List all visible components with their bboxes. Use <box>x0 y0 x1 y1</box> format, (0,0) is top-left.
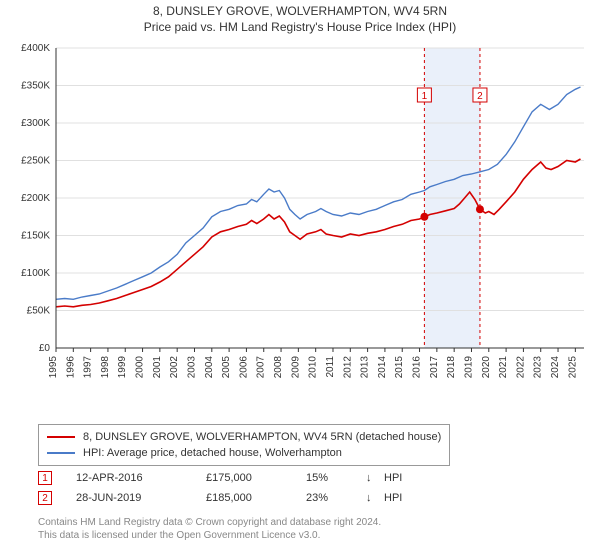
svg-text:£350K: £350K <box>21 81 50 92</box>
sale-marker-2-number: 2 <box>42 493 48 504</box>
down-arrow-icon: ↓ <box>366 492 384 504</box>
svg-text:£150K: £150K <box>21 231 50 242</box>
svg-text:2005: 2005 <box>221 356 232 379</box>
svg-text:2018: 2018 <box>446 356 457 379</box>
sale-pct-2: 23% <box>306 492 366 504</box>
svg-text:2016: 2016 <box>412 356 423 379</box>
svg-text:2021: 2021 <box>498 356 509 379</box>
chart-title: 8, DUNSLEY GROVE, WOLVERHAMPTON, WV4 5RN… <box>0 0 600 34</box>
title-line2: Price paid vs. HM Land Registry's House … <box>0 20 600 34</box>
sale-hpi-label-1: HPI <box>384 472 402 484</box>
svg-text:2011: 2011 <box>325 356 336 378</box>
svg-text:£250K: £250K <box>21 156 50 167</box>
sale-marker-1-number: 1 <box>42 473 48 484</box>
svg-text:2010: 2010 <box>308 356 319 379</box>
svg-text:2024: 2024 <box>550 356 561 379</box>
svg-text:£200K: £200K <box>21 193 50 204</box>
svg-text:£50K: £50K <box>27 306 51 317</box>
sale-price-1: £175,000 <box>206 472 306 484</box>
svg-text:£100K: £100K <box>21 268 50 279</box>
svg-text:2009: 2009 <box>290 356 301 379</box>
footer-line2: This data is licensed under the Open Gov… <box>38 529 590 542</box>
sale-row-1: 1 12-APR-2016 £175,000 15% ↓ HPI <box>38 468 402 488</box>
sale-marker-1-icon: 1 <box>38 471 52 485</box>
svg-text:1: 1 <box>422 91 428 102</box>
svg-text:£400K: £400K <box>21 43 50 54</box>
sales-table: 1 12-APR-2016 £175,000 15% ↓ HPI 2 28-JU… <box>38 468 402 508</box>
svg-text:1996: 1996 <box>65 356 76 379</box>
price-chart: £0 £50K £100K £150K £200K £250K £300K £350K £400… <box>10 42 590 382</box>
svg-text:1999: 1999 <box>117 356 128 379</box>
sale-date-1: 12-APR-2016 <box>76 472 206 484</box>
footer-attribution: Contains HM Land Registry data © Crown c… <box>38 516 590 542</box>
sale-date-2: 28-JUN-2019 <box>76 492 206 504</box>
footer-line1: Contains HM Land Registry data © Crown c… <box>38 516 590 529</box>
svg-text:2014: 2014 <box>377 356 388 379</box>
svg-text:£300K: £300K <box>21 118 50 129</box>
svg-text:2019: 2019 <box>463 356 474 379</box>
svg-text:2013: 2013 <box>360 356 371 379</box>
legend-swatch-hpi <box>47 452 75 454</box>
legend-item-hpi: HPI: Average price, detached house, Wolv… <box>47 445 441 461</box>
svg-text:2022: 2022 <box>515 356 526 379</box>
sale-row-2: 2 28-JUN-2019 £185,000 23% ↓ HPI <box>38 488 402 508</box>
svg-text:2025: 2025 <box>567 356 578 379</box>
svg-text:2000: 2000 <box>135 356 146 379</box>
legend-label-property: 8, DUNSLEY GROVE, WOLVERHAMPTON, WV4 5RN… <box>83 431 441 443</box>
title-line1: 8, DUNSLEY GROVE, WOLVERHAMPTON, WV4 5RN <box>0 4 600 18</box>
legend-label-hpi: HPI: Average price, detached house, Wolv… <box>83 447 342 459</box>
svg-text:£0: £0 <box>39 343 51 354</box>
sale-price-2: £185,000 <box>206 492 306 504</box>
sale-marker-2-icon: 2 <box>38 491 52 505</box>
svg-text:2020: 2020 <box>481 356 492 379</box>
svg-text:2: 2 <box>477 91 483 102</box>
svg-text:1995: 1995 <box>48 356 59 379</box>
svg-text:2023: 2023 <box>533 356 544 379</box>
svg-text:2015: 2015 <box>394 356 405 379</box>
legend: 8, DUNSLEY GROVE, WOLVERHAMPTON, WV4 5RN… <box>38 424 450 466</box>
svg-text:2012: 2012 <box>342 356 353 379</box>
svg-text:2006: 2006 <box>238 356 249 379</box>
svg-text:2001: 2001 <box>152 356 163 379</box>
down-arrow-icon: ↓ <box>366 472 384 484</box>
svg-text:2017: 2017 <box>429 356 440 379</box>
svg-text:2002: 2002 <box>169 356 180 379</box>
svg-text:2004: 2004 <box>204 356 215 379</box>
svg-text:1998: 1998 <box>100 356 111 379</box>
svg-text:2003: 2003 <box>186 356 197 379</box>
svg-text:2007: 2007 <box>256 356 267 379</box>
svg-text:1997: 1997 <box>83 356 94 379</box>
svg-text:2008: 2008 <box>273 356 284 379</box>
legend-item-property: 8, DUNSLEY GROVE, WOLVERHAMPTON, WV4 5RN… <box>47 429 441 445</box>
sale-pct-1: 15% <box>306 472 366 484</box>
sale-hpi-label-2: HPI <box>384 492 402 504</box>
legend-swatch-property <box>47 436 75 438</box>
